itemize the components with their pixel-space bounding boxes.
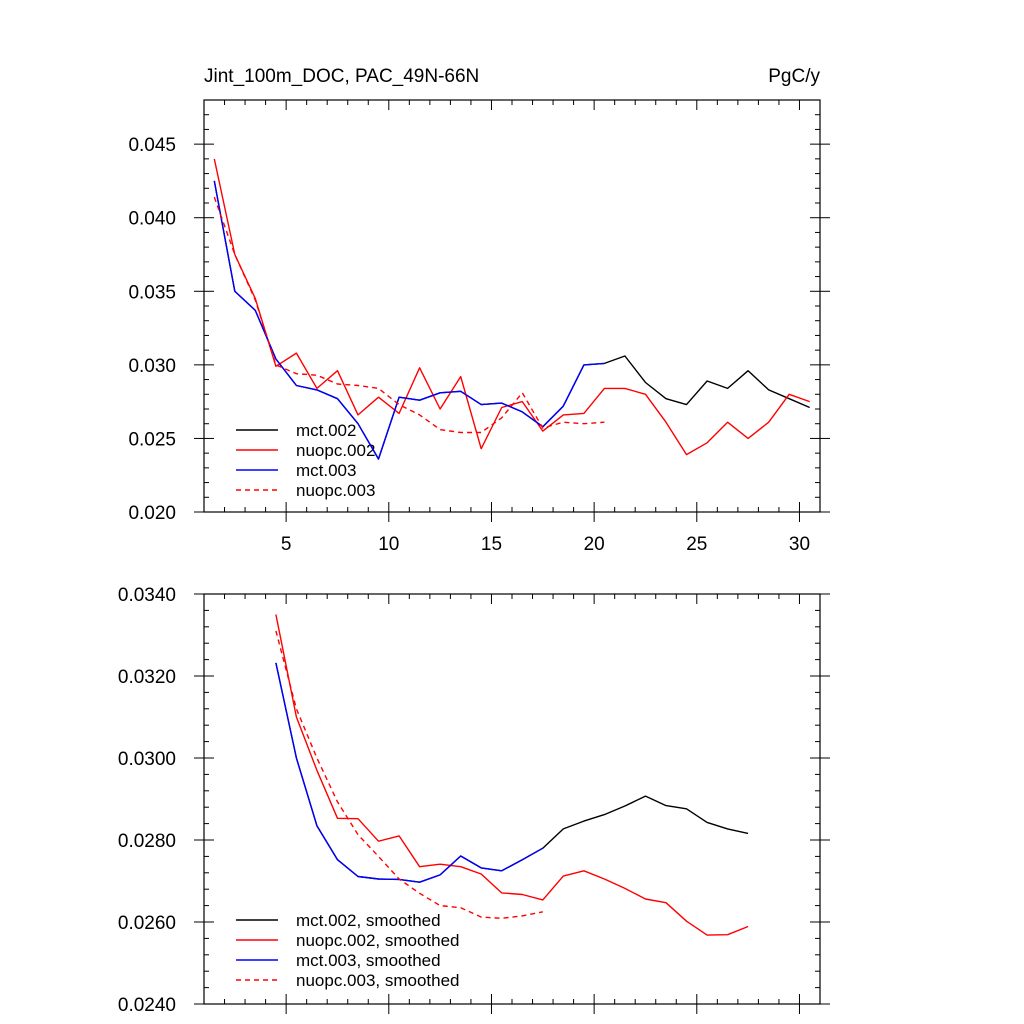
legend-label: mct.003 [296,461,356,480]
series-line-nuopc-002 [213,158,810,456]
series-line-mct-002 [213,180,810,460]
y-tick-label: 0.0280 [118,831,176,852]
legend-label: mct.002 [296,421,356,440]
series-line-nuopc-002-smoothed [275,614,749,936]
legend-label: nuopc.002, smoothed [296,931,460,950]
y-tick-label: 0.0320 [118,667,176,688]
y-tick-label: 0.040 [128,209,176,230]
y-tick-label: 0.0340 [118,585,176,606]
legend-label: nuopc.002 [296,441,375,460]
chart-title: Jint_100m_DOC, PAC_49N-66N [204,66,479,87]
series-line-nuopc-003 [213,196,605,434]
x-tick-label: 15 [481,534,502,555]
series-line-nuopc-003-smoothed [275,630,543,919]
x-tick-label: 20 [584,534,605,555]
y-tick-label: 0.0240 [118,995,176,1016]
legend-label: nuopc.003 [296,481,375,500]
y-tick-label: 0.0300 [118,749,176,770]
y-tick-label: 0.045 [128,135,176,156]
legend-label: mct.003, smoothed [296,951,441,970]
y-tick-label: 0.0260 [118,913,176,934]
legend-label: mct.002, smoothed [296,911,441,930]
x-tick-label: 5 [281,534,292,555]
x-tick-label: 30 [789,534,810,555]
units-label: PgC/y [768,66,820,87]
x-tick-label: 10 [378,534,399,555]
y-tick-label: 0.020 [128,503,176,524]
bottom-chart-panel: 0.0240 0.0260 0.0280 0.0300 0.0320 0.0340 mct.… [118,585,830,1016]
series-line-mct-003-smoothed [275,662,544,883]
x-tick-label: 25 [686,534,707,555]
series-line-mct-002-smoothed [275,662,749,883]
y-tick-label: 0.025 [128,429,176,450]
top-chart-panel: Jint_100m_DOC, PAC_49N-66N PgC/y 5 10 15 20 25… [128,66,830,555]
series-line-mct-003 [213,180,605,460]
y-tick-label: 0.030 [128,356,176,377]
y-tick-label: 0.035 [128,282,176,303]
legend-label: nuopc.003, smoothed [296,971,460,990]
